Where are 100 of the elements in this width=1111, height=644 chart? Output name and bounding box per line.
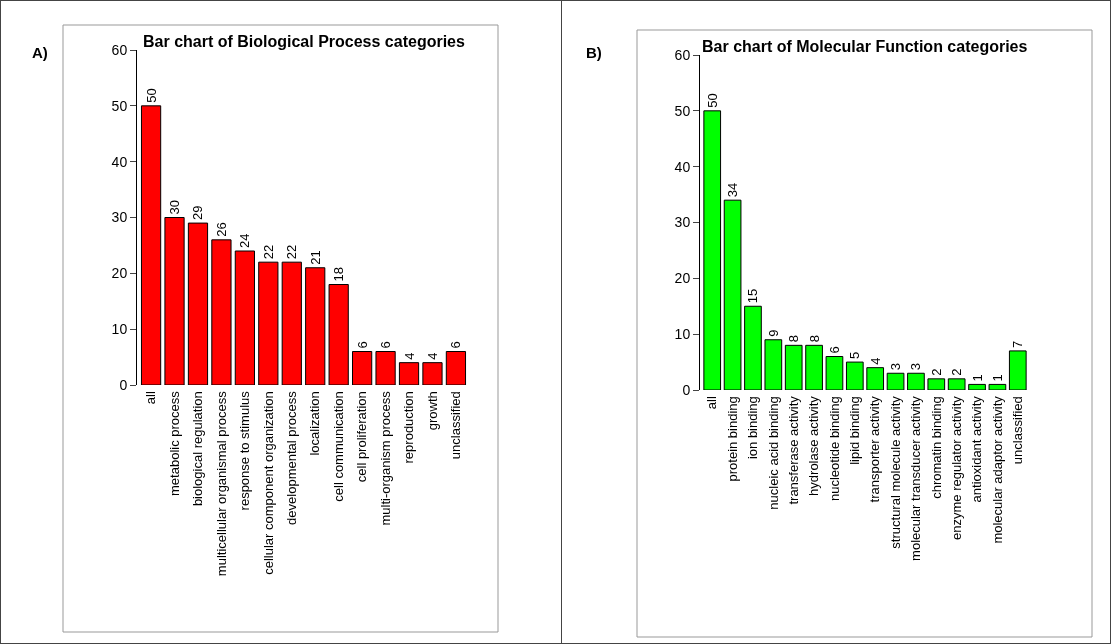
data-label: 6: [826, 346, 842, 354]
bar: [825, 356, 844, 390]
data-label: 50: [143, 88, 159, 103]
bar: [703, 110, 722, 390]
bar: [845, 361, 864, 390]
bar: [211, 239, 232, 385]
x-tick-label: unclassified: [448, 391, 464, 460]
x-tick-label: localization: [307, 391, 323, 456]
data-label: 3: [908, 363, 924, 371]
y-tick-label: 60: [674, 46, 691, 63]
bar: [764, 339, 783, 390]
data-label: 1: [989, 374, 1005, 382]
x-tick-label: growth: [424, 391, 440, 431]
bar: [140, 105, 162, 385]
bar: [988, 383, 1007, 390]
bar: [907, 372, 925, 390]
data-label: 21: [307, 250, 323, 265]
data-label: 4: [867, 357, 883, 365]
x-tick-label: transferase activity: [785, 395, 801, 505]
data-label: 7: [1010, 340, 1026, 348]
bar: [968, 383, 986, 390]
bar: [281, 261, 302, 385]
data-label: 6: [448, 341, 464, 349]
data-label: 6: [354, 341, 370, 349]
data-label: 6: [378, 341, 394, 349]
x-tick-label: molecular adaptor activity: [989, 395, 1005, 544]
bar: [1008, 350, 1027, 390]
data-label: 22: [284, 244, 300, 260]
x-tick-label: multicellular organismal process: [213, 390, 229, 577]
y-tick-label: 60: [111, 41, 128, 58]
bar: [352, 351, 373, 385]
data-label: 5: [847, 351, 863, 360]
y-tick-label: 40: [111, 153, 128, 170]
chart-title: Bar chart of Biological Process categories: [143, 33, 465, 50]
data-label: 8: [786, 335, 802, 343]
x-tick-label: enzyme regulator activity: [948, 395, 964, 540]
data-label: 4: [424, 352, 440, 360]
data-label: 34: [725, 182, 741, 198]
x-tick-label: antioxidant activity: [969, 395, 985, 503]
chart-title: Bar chart of Molecular Function categories: [702, 38, 1028, 55]
x-tick-label: developmental process: [283, 390, 299, 525]
bar: [744, 305, 762, 390]
bar: [927, 378, 946, 390]
y-tick-label: 0: [119, 376, 128, 393]
x-tick-label: ion binding: [745, 396, 761, 460]
data-label: 15: [745, 288, 761, 304]
bar: [886, 372, 905, 390]
x-tick-label: lipid binding: [847, 396, 863, 465]
data-label: 3: [888, 363, 904, 371]
x-tick-label: all: [143, 391, 159, 405]
bar: [187, 222, 209, 385]
x-tick-label: response to stimulus: [237, 390, 253, 511]
x-tick-label: cellular component organization: [260, 391, 276, 575]
bar: [422, 362, 443, 385]
data-label: 29: [190, 205, 206, 221]
x-tick-label: metabolic process: [166, 390, 182, 496]
x-tick-label: molecular transducer activity: [908, 395, 924, 561]
x-tick-label: cell proliferation: [354, 391, 370, 483]
data-label: 26: [213, 222, 229, 237]
data-label: 50: [704, 93, 720, 108]
data-label: 8: [806, 335, 822, 343]
bar: [258, 261, 279, 385]
x-tick-label: nucleotide binding: [826, 396, 842, 502]
x-tick-label: hydrolase activity: [806, 395, 822, 496]
x-tick-label: reproduction: [401, 391, 417, 464]
bar: [723, 199, 742, 390]
x-tick-label: chromatin binding: [928, 396, 944, 499]
y-tick-label: 30: [674, 214, 691, 231]
y-tick-label: 30: [111, 209, 128, 226]
y-tick-label: 40: [674, 158, 691, 175]
bar: [164, 217, 185, 385]
bar: [947, 378, 966, 390]
x-tick-label: biological regulation: [190, 391, 206, 507]
bar: [375, 351, 396, 385]
bar: [305, 267, 326, 385]
data-label: 2: [928, 368, 944, 376]
bar: [445, 351, 467, 385]
bar: [784, 344, 803, 390]
y-tick-label: 50: [674, 102, 691, 119]
x-tick-label: protein binding: [724, 396, 740, 482]
x-tick-label: all: [704, 396, 720, 410]
text: A): [32, 44, 48, 61]
bar: [328, 284, 349, 385]
y-tick-label: 0: [682, 381, 691, 398]
data-label: 4: [401, 352, 417, 360]
x-tick-label: cell communication: [330, 391, 346, 502]
bar: [866, 367, 885, 390]
data-label: 1: [969, 374, 985, 382]
x-tick-label: unclassified: [1010, 396, 1026, 465]
data-label: 18: [331, 267, 347, 282]
bar: [234, 250, 255, 385]
text: B): [586, 44, 602, 61]
bar: [805, 344, 823, 390]
data-label: 2: [949, 368, 965, 376]
y-tick-label: 20: [674, 270, 691, 287]
x-tick-label: structural molecule activity: [887, 395, 903, 549]
data-label: 30: [167, 200, 183, 215]
data-label: 9: [765, 329, 781, 337]
data-label: 22: [260, 244, 276, 260]
x-tick-label: multi-organism process: [377, 390, 393, 526]
